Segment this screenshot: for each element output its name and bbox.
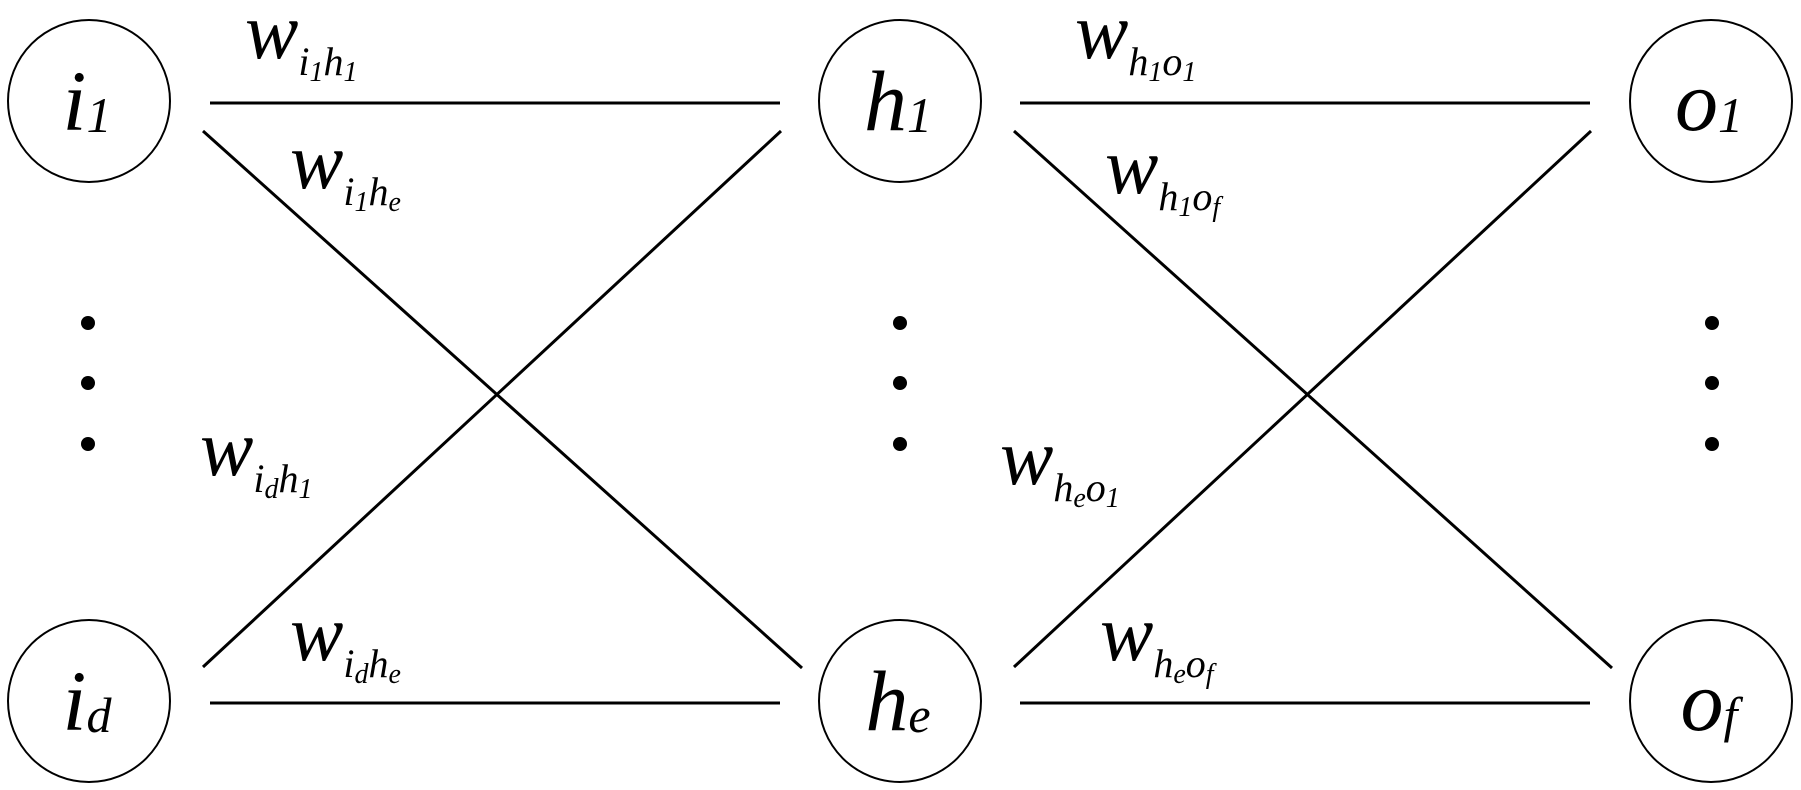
node-he: he xyxy=(818,619,982,783)
node-o1: o1 xyxy=(1629,19,1793,183)
svg-text:h1: h1 xyxy=(864,53,932,149)
weight-label-h1-o1: wh1o1 xyxy=(1075,0,1196,88)
weight-label-i1-he: wi1he xyxy=(290,118,401,218)
node-i1-subscript: 1 xyxy=(86,87,111,143)
edge-i1-he xyxy=(201,129,804,670)
ellipsis-hidden xyxy=(893,316,907,451)
weight-label-he-o1: wheo1 xyxy=(1000,414,1120,514)
svg-text:id: id xyxy=(63,653,113,749)
node-of-symbol: o xyxy=(1681,653,1724,749)
edge-h1-of xyxy=(1012,129,1614,670)
weight-label-id-he: widhe xyxy=(290,590,401,690)
node-h1: h1 xyxy=(818,19,982,183)
node-id-subscript: d xyxy=(86,687,112,743)
node-id-symbol: i xyxy=(63,653,87,749)
edge-he-o1 xyxy=(1012,129,1593,669)
edge-id-h1 xyxy=(201,129,783,669)
ellipsis-input xyxy=(81,316,95,451)
ellipsis-output xyxy=(1705,316,1719,451)
node-of: of xyxy=(1629,619,1793,783)
node-h1-symbol: h xyxy=(864,53,907,149)
weight-label-id-h1: widh1 xyxy=(200,405,312,505)
node-i1-symbol: i xyxy=(63,53,87,149)
node-o1-subscript: 1 xyxy=(1718,87,1743,143)
weight-label-h1-of: wh1of xyxy=(1105,123,1223,223)
node-he-subscript: e xyxy=(908,687,930,743)
node-h1-subscript: 1 xyxy=(907,87,932,143)
svg-text:o1: o1 xyxy=(1675,53,1743,149)
weight-label-i1-h1: wi1h1 xyxy=(245,0,357,88)
svg-text:he: he xyxy=(865,653,930,749)
node-i1: i1 xyxy=(7,19,171,183)
svg-text:i1: i1 xyxy=(63,53,112,149)
weight-label-he-of: wheof xyxy=(1100,590,1217,690)
node-o1-symbol: o xyxy=(1675,53,1718,149)
node-id: id xyxy=(7,619,171,783)
node-he-symbol: h xyxy=(865,653,908,749)
